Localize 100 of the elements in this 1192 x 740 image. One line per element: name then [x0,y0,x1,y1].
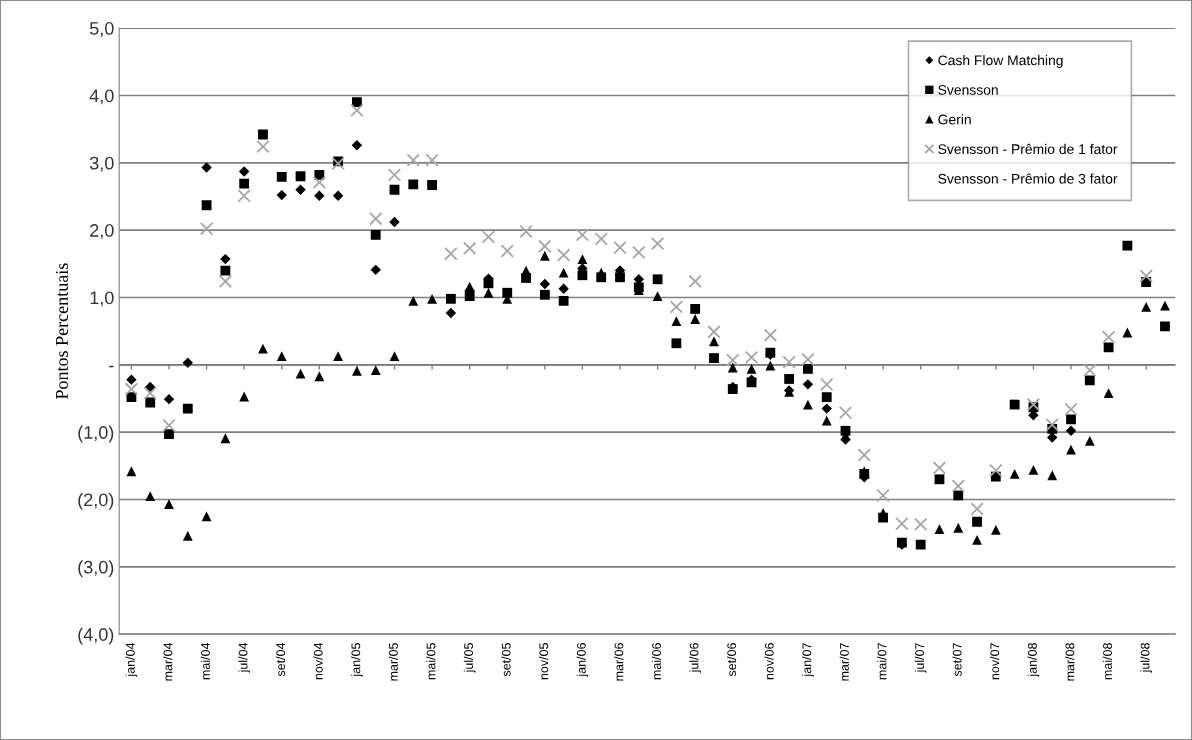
point [389,216,400,228]
x-tick-label: jul/07 [914,643,927,673]
point [182,357,193,368]
point [1028,464,1039,475]
x-tick-label: set/06 [726,643,737,677]
point [1139,269,1153,283]
x-tick-label: jan/06 [576,643,589,677]
point [989,463,1003,478]
point [126,466,137,477]
point [483,278,494,289]
point [763,328,778,342]
point [575,228,590,242]
point [370,229,381,240]
point [1066,444,1076,455]
x-tick-label: jul/06 [689,643,701,673]
point [445,307,457,319]
point [124,382,139,396]
point [182,530,193,541]
x-tick-label: mai/07 [877,643,887,680]
x-tick-label: set/04 [275,642,286,677]
point [709,353,719,363]
point [332,190,344,201]
point [164,429,174,440]
point [1141,302,1152,312]
point [1009,469,1020,479]
x-tick-label: mai/05 [426,643,436,680]
point [688,274,702,289]
point [408,179,419,190]
x-tick-label: jan/05 [351,643,363,677]
point [427,180,437,190]
point [821,392,832,403]
point [295,171,306,182]
x-tick-label: mar/05 [388,643,398,681]
point [145,491,156,502]
legend-label: Svensson [938,84,998,95]
point [671,338,682,349]
point [970,502,984,516]
point [352,365,362,376]
point [1066,414,1076,425]
point [199,222,214,236]
point [838,405,853,420]
point [314,190,325,201]
point [201,162,212,173]
point [389,351,400,361]
x-tick-label: nov/06 [764,643,774,680]
point [671,316,682,326]
point [652,291,663,302]
point [145,381,156,393]
point [1160,321,1170,332]
point [934,474,945,485]
y-tick-label: (1,0) [78,425,114,443]
point [558,267,569,278]
point [594,232,608,246]
point [765,360,776,371]
point [744,350,759,365]
legend-label: Gerin [938,114,971,125]
point [445,293,456,304]
point [350,103,364,117]
point [953,490,964,501]
point [276,189,287,201]
point [1064,402,1078,416]
point [782,355,796,369]
point [276,351,287,361]
point [201,511,212,522]
legend-label: Svensson - Prêmio de 1 fator [938,143,1118,155]
point [1101,330,1116,344]
point [632,245,646,260]
point [556,248,571,262]
x-tick-label: mar/08 [1065,643,1075,681]
x-tick-label: jan/07 [802,643,814,677]
point [368,211,383,226]
point [932,461,947,475]
text: Svensson - Prêmio de 3 fator [938,173,1118,184]
point [389,184,400,195]
x-tick-label: nov/07 [990,643,1000,680]
point [145,397,156,408]
point [1103,342,1114,353]
point [351,140,363,151]
point [239,178,250,189]
point [915,539,926,550]
point [972,534,982,545]
point [857,448,872,462]
y-tick-label: 3,0 [89,156,114,172]
point [295,184,306,195]
y-tick-label: (4,0) [78,627,114,645]
point [239,391,250,402]
x-tick-label: set/05 [501,643,511,677]
point [615,272,625,283]
point [182,403,193,414]
point [387,168,402,182]
point [802,379,814,390]
x-tick-label: jul/08 [1140,643,1153,673]
x-tick-label: jul/05 [463,643,476,673]
point [558,283,569,294]
point [481,230,496,244]
point [126,374,137,385]
point [143,386,157,400]
point [370,264,381,276]
point [164,499,174,510]
point [538,239,552,254]
